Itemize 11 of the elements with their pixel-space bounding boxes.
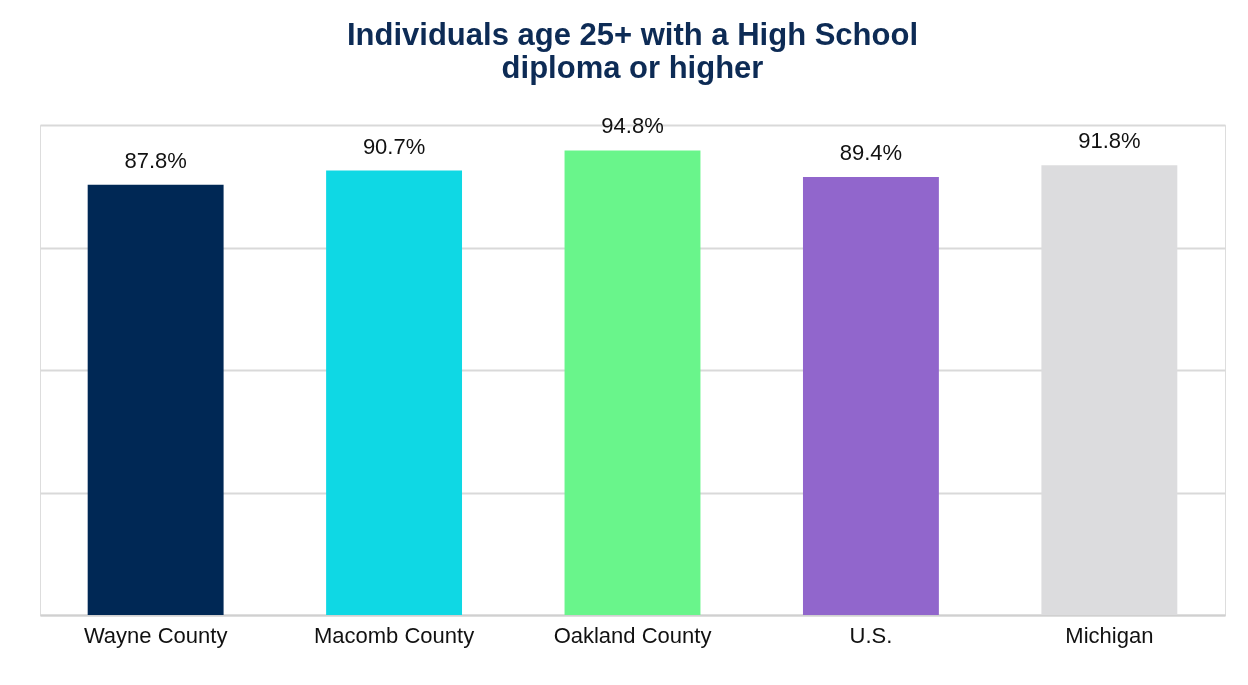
- x-tick-label: Macomb County: [313, 622, 475, 648]
- x-tick-label: Michigan: [1065, 622, 1154, 648]
- data-label: 90.7%: [362, 133, 426, 159]
- data-label: 91.8%: [1078, 128, 1141, 154]
- x-tick-label: U.S.: [849, 622, 893, 648]
- data-label: 87.8%: [124, 147, 187, 173]
- data-label: 89.4%: [839, 139, 903, 165]
- data-label: 94.8%: [601, 113, 664, 139]
- x-tick-label: Wayne County: [83, 622, 228, 648]
- x-tick-label: Oakland County: [553, 622, 712, 648]
- chart-title: Individuals age 25+ with a High School diploma or higher: [346, 17, 919, 86]
